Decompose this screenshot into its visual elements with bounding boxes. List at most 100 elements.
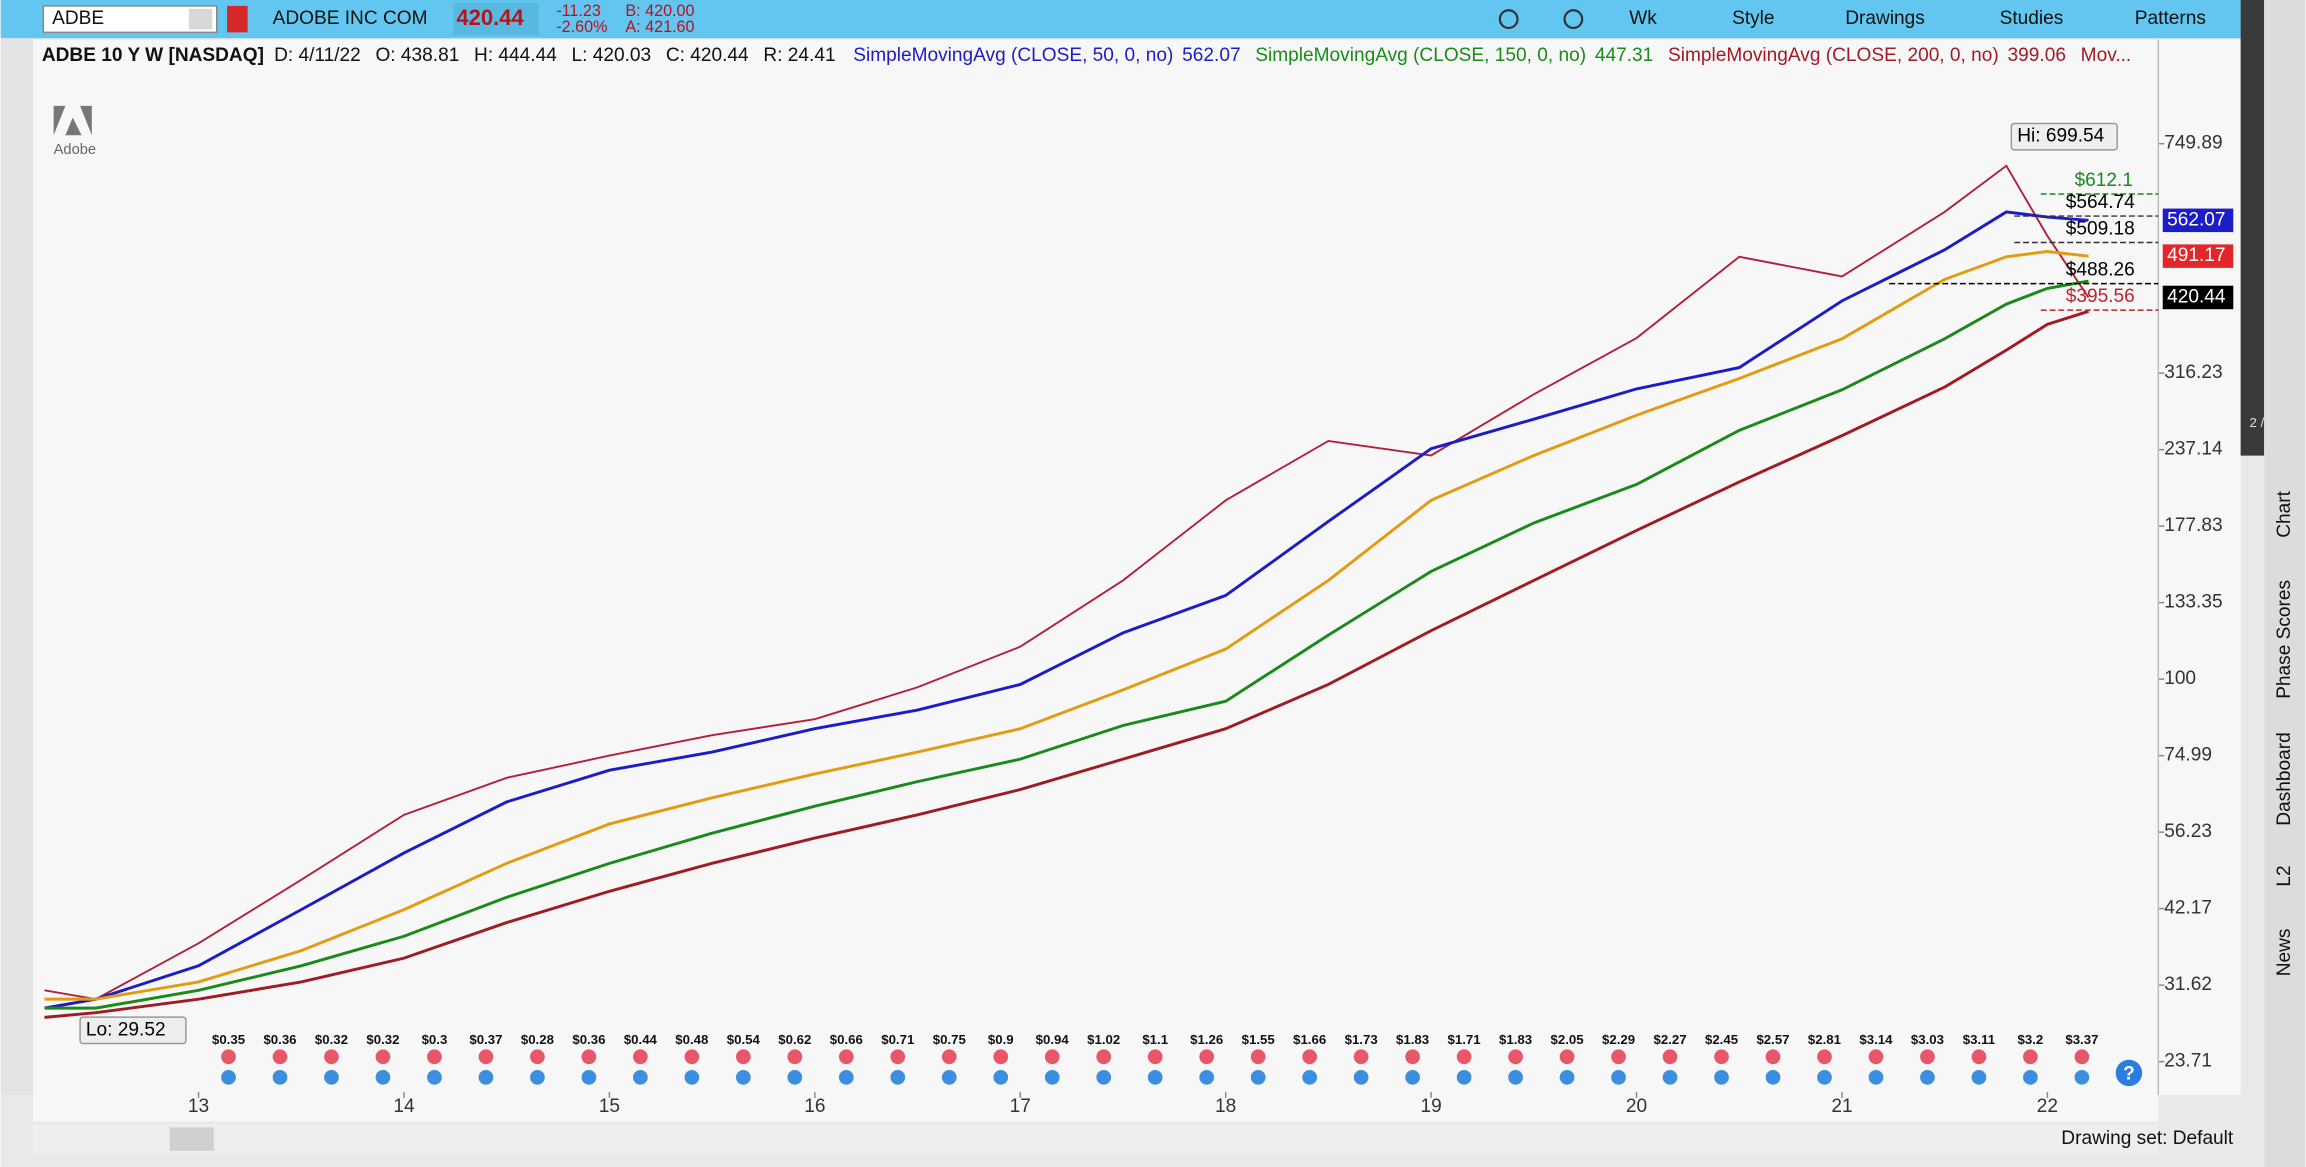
earnings-icon[interactable] (1765, 1049, 1781, 1065)
earnings-icon[interactable] (1405, 1049, 1420, 1065)
chart-bg (33, 39, 2159, 1095)
earnings-icon[interactable] (1456, 1049, 1472, 1065)
earnings-icon[interactable] (530, 1049, 545, 1065)
toolbar-button[interactable]: Patterns (2135, 8, 2206, 29)
y-tick-label: 56.23 (2164, 821, 2212, 842)
earnings-icon[interactable] (941, 1049, 957, 1065)
earnings-icon[interactable] (1508, 1049, 1523, 1065)
flask-icon[interactable] (1498, 9, 1519, 30)
dividend-icon[interactable] (993, 1069, 1009, 1085)
earnings-icon[interactable] (1714, 1049, 1729, 1065)
dividend-icon[interactable] (890, 1069, 906, 1085)
dividend-icon[interactable] (2023, 1069, 2038, 1085)
earnings-icon[interactable] (838, 1049, 854, 1065)
dividend-icon[interactable] (633, 1069, 648, 1085)
side-tab[interactable]: Phase Scores (2274, 580, 2295, 699)
dividend-icon[interactable] (1353, 1069, 1369, 1085)
earnings-icon[interactable] (272, 1049, 288, 1065)
dividend-icon[interactable] (1199, 1069, 1215, 1085)
earnings-icon[interactable] (1971, 1049, 1987, 1065)
toolbar-button[interactable]: Drawings (1845, 8, 1925, 29)
dividend-icon[interactable] (1662, 1069, 1678, 1085)
earnings-icon[interactable] (581, 1049, 597, 1065)
toolbar-buttons: Wk Style Drawings Studies Patterns (1498, 8, 2206, 30)
symbol[interactable]: ADBE (52, 8, 104, 29)
dividend-icon[interactable] (221, 1069, 236, 1085)
dividend-icon[interactable] (1714, 1069, 1729, 1085)
dividend-icon[interactable] (838, 1069, 854, 1085)
earnings-icon[interactable] (427, 1049, 442, 1065)
toolbar-button[interactable]: Wk (1629, 8, 1657, 29)
dividend-icon[interactable] (1302, 1069, 1318, 1085)
dividend-icon[interactable] (1250, 1069, 1266, 1085)
dividend-icon[interactable] (1817, 1069, 1832, 1085)
side-tab[interactable]: Chart (2274, 490, 2295, 537)
earnings-icon[interactable] (1662, 1049, 1678, 1065)
dividend-icon[interactable] (272, 1069, 288, 1085)
dividend-icon[interactable] (1868, 1069, 1884, 1085)
dividend-icon[interactable] (684, 1069, 700, 1085)
earnings-label: $3.03 (1911, 1032, 1944, 1047)
dividend-icon[interactable] (1765, 1069, 1781, 1085)
earnings-icon[interactable] (2023, 1049, 2038, 1065)
earnings-icon[interactable] (1250, 1049, 1266, 1065)
earnings-icon[interactable] (478, 1049, 494, 1065)
dividend-icon[interactable] (427, 1069, 442, 1085)
earnings-icon[interactable] (1096, 1049, 1112, 1065)
dividend-icon[interactable] (1044, 1069, 1060, 1085)
dividend-icon[interactable] (1508, 1069, 1523, 1085)
dividend-icon[interactable] (1920, 1069, 1935, 1085)
earnings-icon[interactable] (993, 1049, 1009, 1065)
dividend-icon[interactable] (1456, 1069, 1472, 1085)
side-tab[interactable]: Dashboard (2274, 732, 2295, 825)
toolbar-button[interactable]: Studies (2000, 8, 2064, 29)
symbol-box[interactable] (42, 5, 218, 34)
dividend-icon[interactable] (2074, 1069, 2090, 1085)
earnings-icon[interactable] (1920, 1049, 1935, 1065)
earnings-icon[interactable] (375, 1049, 391, 1065)
dividend-icon[interactable] (1405, 1069, 1420, 1085)
side-tab[interactable]: News (2274, 929, 2295, 977)
earnings-icon[interactable] (787, 1049, 803, 1065)
dividend-icon[interactable] (1611, 1069, 1626, 1085)
earnings-icon[interactable] (1044, 1049, 1060, 1065)
dividend-icon[interactable] (530, 1069, 545, 1085)
dividend-icon[interactable] (324, 1069, 339, 1085)
gear-icon[interactable] (1563, 9, 1584, 30)
earnings-icon[interactable] (890, 1049, 906, 1065)
earnings-icon[interactable] (1353, 1049, 1369, 1065)
dividend-icon[interactable] (1971, 1069, 1987, 1085)
help-button[interactable] (2115, 1059, 2143, 1087)
drawing-set[interactable]: Drawing set: Default (2061, 1128, 2234, 1149)
earnings-icon[interactable] (324, 1049, 339, 1065)
dividend-icon[interactable] (375, 1069, 391, 1085)
earnings-icon[interactable] (1302, 1049, 1318, 1065)
dividend-icon[interactable] (941, 1069, 957, 1085)
toolbar-button[interactable]: Style (1732, 8, 1774, 29)
dividend-icon[interactable] (581, 1069, 597, 1085)
earnings-icon[interactable] (221, 1049, 236, 1065)
annotation: $395.56 (2066, 286, 2135, 307)
dividend-icon[interactable] (478, 1069, 494, 1085)
earnings-icon[interactable] (1611, 1049, 1626, 1065)
earnings-icon[interactable] (633, 1049, 648, 1065)
scroll-button[interactable] (169, 1127, 214, 1151)
symbol-dropdown[interactable] (188, 8, 213, 30)
earnings-icon[interactable] (1199, 1049, 1215, 1065)
dividend-icon[interactable] (1559, 1069, 1575, 1085)
earnings-icon[interactable] (735, 1049, 751, 1065)
scroll-bar[interactable] (33, 1124, 2159, 1154)
earnings-icon[interactable] (2074, 1049, 2090, 1065)
earnings-icon[interactable] (1817, 1049, 1832, 1065)
dividend-icon[interactable] (1147, 1069, 1163, 1085)
side-tab[interactable]: L2 (2274, 865, 2295, 886)
dividend-icon[interactable] (787, 1069, 803, 1085)
link-badge[interactable] (227, 5, 248, 33)
earnings-icon[interactable] (1147, 1049, 1163, 1065)
earnings-icon[interactable] (684, 1049, 700, 1065)
earnings-icon[interactable] (1868, 1049, 1884, 1065)
earnings-icon[interactable] (1559, 1049, 1575, 1065)
chart-title: ADBE 10 Y W [NASDAQ] (42, 45, 264, 66)
dividend-icon[interactable] (735, 1069, 751, 1085)
dividend-icon[interactable] (1096, 1069, 1112, 1085)
